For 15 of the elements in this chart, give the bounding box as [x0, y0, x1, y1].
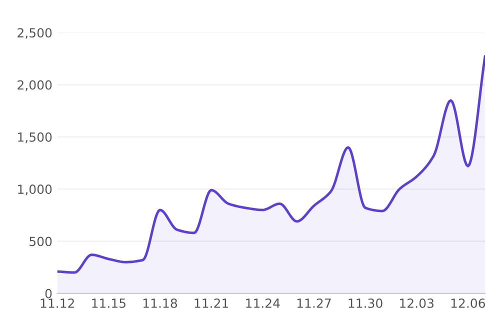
y-tick-label: 2,500	[18, 28, 52, 39]
y-tick-label: 1,000	[18, 184, 52, 196]
x-tick-label: 11.27	[297, 298, 331, 308]
y-tick-label: 2,000	[18, 80, 52, 91]
x-tick-label: 11.15	[92, 298, 126, 308]
x-tick-label: 11.21	[194, 298, 228, 308]
x-tick-label: 11.18	[143, 298, 178, 308]
x-tick-label: 12.06	[451, 298, 486, 308]
x-tick-label: 11.24	[246, 298, 280, 308]
x-tick-label: 11.30	[348, 298, 382, 308]
x-tick-label: 12.03	[400, 298, 434, 308]
y-tick-label: 1,500	[18, 132, 52, 144]
y-tick-label: 500	[30, 236, 52, 246]
y-tick-label: 0	[45, 288, 52, 298]
x-tick-label: 11.12	[40, 298, 74, 308]
